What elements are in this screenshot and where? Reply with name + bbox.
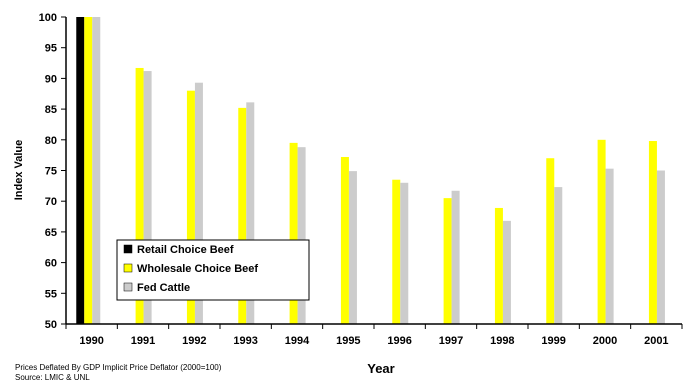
bar-wholesale-1993 — [238, 107, 247, 324]
legend-swatch-fed-cattle — [123, 282, 133, 292]
bar-wholesale-1995 — [340, 156, 349, 324]
y-tick-label: 70 — [45, 196, 57, 208]
legend: Retail Choice Beef Wholesale Choice Beef… — [116, 239, 310, 301]
bar-fed-cattle-1990 — [92, 17, 101, 324]
bar-fed-cattle-1998 — [502, 220, 511, 324]
bar-fed-cattle-1992 — [194, 82, 203, 324]
bar-wholesale-1999 — [546, 158, 555, 324]
x-tick-label: 2000 — [593, 335, 617, 347]
bar-wholesale-1996 — [392, 179, 401, 324]
x-axis-title: Year — [367, 361, 394, 376]
bar-wholesale-2001 — [648, 141, 657, 324]
bar-fed-cattle-2000 — [605, 168, 614, 324]
y-tick-label: 55 — [45, 288, 57, 300]
legend-label-fed-cattle: Fed Cattle — [137, 282, 190, 294]
y-tick-label: 85 — [45, 104, 57, 116]
bar-fed-cattle-2001 — [656, 170, 665, 324]
bar-wholesale-1998 — [494, 207, 503, 324]
bar-wholesale-2000 — [597, 139, 606, 324]
bar-wholesale-1992 — [186, 90, 195, 325]
bar-fed-cattle-1999 — [554, 187, 563, 324]
x-ticks: 1990 1991 1992 1993 1994 1995 1996 1997 1998 1999… — [65, 324, 683, 347]
bar-fed-cattle-1994 — [297, 147, 306, 324]
y-tick-label: 75 — [45, 166, 57, 178]
bar-fed-cattle-1996 — [400, 182, 409, 324]
bars — [76, 17, 665, 325]
x-tick-label: 1999 — [541, 335, 565, 347]
x-tick-label: 1996 — [387, 335, 411, 347]
y-tick-label: 95 — [45, 43, 57, 55]
y-tick-label: 100 — [39, 12, 57, 24]
bar-wholesale-1994 — [289, 142, 298, 324]
x-tick-label: 1992 — [182, 335, 206, 347]
x-tick-label: 2001 — [644, 335, 668, 347]
bar-fed-cattle-1993 — [246, 102, 255, 324]
y-tick-label: 60 — [45, 258, 57, 270]
y-tick-label: 65 — [45, 227, 57, 239]
y-ticks: 50 55 60 65 70 75 80 85 90 95 100 — [39, 12, 66, 331]
x-tick-label: 1994 — [285, 335, 310, 347]
y-tick-label: 80 — [45, 135, 57, 147]
x-tick-label: 1995 — [336, 335, 360, 347]
bar-fed-cattle-1995 — [348, 171, 357, 324]
x-tick-label: 1997 — [439, 335, 463, 347]
y-tick-label: 50 — [45, 319, 57, 331]
bar-fed-cattle-1997 — [451, 190, 460, 324]
legend-box — [116, 239, 310, 301]
footnote-line-2: Source: LMIC & UNL — [15, 373, 90, 382]
bar-fed-cattle-1991 — [143, 71, 152, 324]
y-tick-label: 90 — [45, 73, 57, 85]
bar-retail-1990 — [76, 17, 85, 324]
legend-swatch-retail — [123, 244, 133, 254]
legend-label-wholesale: Wholesale Choice Beef — [137, 263, 258, 275]
x-tick-label: 1993 — [233, 335, 257, 347]
legend-swatch-wholesale — [123, 263, 133, 273]
bar-wholesale-1990 — [84, 17, 93, 324]
x-tick-label: 1998 — [490, 335, 514, 347]
x-tick-label: 1991 — [131, 335, 155, 347]
y-axis-title: Index Value — [13, 140, 25, 201]
bar-wholesale-1991 — [135, 67, 144, 324]
bar-wholesale-1997 — [443, 198, 452, 324]
x-tick-label: 1990 — [79, 335, 103, 347]
legend-label-retail: Retail Choice Beef — [137, 244, 234, 256]
footnote-line-1: Prices Deflated By GDP Implicit Price De… — [15, 363, 222, 372]
